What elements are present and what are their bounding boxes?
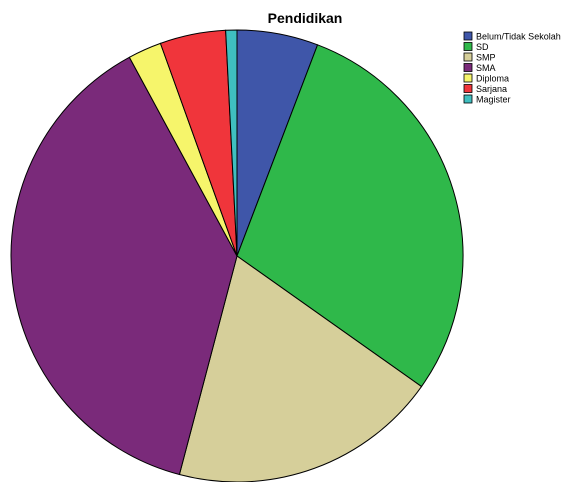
legend: Belum/Tidak SekolahSDSMPSMADiplomaSarjan… [463, 31, 561, 105]
legend-label: Diploma [476, 74, 509, 84]
legend-label: Belum/Tidak Sekolah [476, 32, 561, 42]
pie-slice-magister [225, 29, 238, 257]
legend-swatch [463, 84, 473, 93]
pie-slice-sma [10, 56, 238, 476]
legend-label: SMP [476, 53, 496, 63]
legend-label: Magister [476, 95, 511, 105]
pie-slice-sd [236, 44, 464, 388]
chart-title: Pendidikan [268, 10, 343, 26]
legend-swatch [463, 42, 473, 51]
legend-swatch [463, 94, 473, 104]
legend-swatch [463, 63, 473, 72]
pie-slice-smp [178, 255, 423, 482]
legend-label: Sarjana [476, 84, 507, 94]
legend-swatch [463, 52, 473, 62]
legend-swatch [463, 31, 473, 41]
pie-slices [10, 29, 464, 482]
legend-label: SMA [476, 63, 496, 73]
legend-swatch [463, 73, 473, 83]
legend-label: SD [476, 42, 489, 52]
